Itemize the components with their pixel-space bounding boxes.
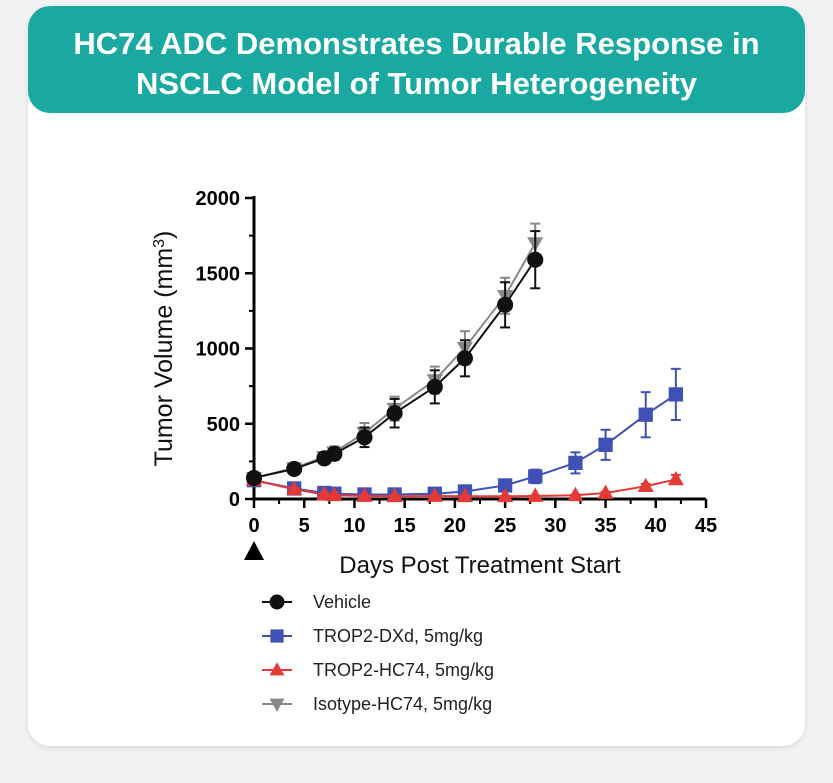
data-point bbox=[567, 486, 584, 502]
legend-item: TROP2-DXd, 5mg/kg bbox=[262, 626, 483, 646]
series-1 bbox=[246, 367, 684, 502]
data-point bbox=[426, 378, 443, 395]
x-tick-label: 25 bbox=[494, 515, 516, 537]
data-point bbox=[637, 477, 654, 493]
y-axis-label-main: Tumor Volume (mm bbox=[150, 248, 178, 467]
x-tick-label: 40 bbox=[645, 515, 667, 537]
title-line-2: NSCLC Model of Tumor Heterogeneity bbox=[136, 66, 697, 101]
series-3 bbox=[245, 222, 544, 487]
data-point bbox=[326, 445, 343, 462]
legend-label: Isotype-HC74, 5mg/kg bbox=[313, 694, 492, 714]
data-point bbox=[527, 251, 544, 268]
y-tick-label: 1000 bbox=[196, 339, 241, 361]
data-point bbox=[568, 455, 583, 471]
data-point bbox=[386, 487, 403, 503]
treatment-start-marker bbox=[244, 541, 264, 560]
legend-marker bbox=[269, 594, 285, 610]
legend-marker bbox=[270, 629, 284, 643]
data-point bbox=[527, 487, 544, 502]
y-axis-label-superscript: 3 bbox=[151, 239, 168, 248]
data-point bbox=[326, 486, 343, 502]
data-point bbox=[638, 407, 653, 422]
y-axis-label-tail: ) bbox=[150, 231, 178, 239]
data-point bbox=[667, 470, 684, 486]
legend-label: TROP2-HC74, 5mg/kg bbox=[313, 660, 494, 680]
legend-item: Isotype-HC74, 5mg/kg bbox=[262, 694, 492, 714]
data-point bbox=[356, 429, 373, 446]
x-axis-label: Days Post Treatment Start bbox=[339, 552, 621, 579]
x-tick-label: 5 bbox=[299, 515, 310, 537]
y-tick-label: 2000 bbox=[196, 188, 241, 210]
data-point bbox=[497, 296, 514, 313]
data-point bbox=[598, 437, 613, 452]
figure-title: HC74 ADC Demonstrates Durable Response i… bbox=[38, 24, 795, 104]
x-tick-label: 10 bbox=[343, 515, 365, 537]
x-tick-label: 30 bbox=[544, 515, 566, 537]
data-point bbox=[316, 486, 333, 501]
title-line-1: HC74 ADC Demonstrates Durable Response i… bbox=[73, 26, 760, 61]
chart-axes: 0 5 10 15 20 25 30 35 40 45 0 500 1000 1500 2000 Days P… bbox=[150, 188, 717, 579]
y-tick-label: 1500 bbox=[196, 263, 241, 285]
data-point bbox=[528, 469, 543, 484]
x-tick-label: 0 bbox=[248, 515, 259, 537]
data-point bbox=[286, 480, 303, 496]
data-point bbox=[286, 460, 303, 477]
series-line bbox=[253, 242, 537, 479]
legend-label: Vehicle bbox=[313, 592, 371, 612]
legend-marker bbox=[269, 698, 285, 712]
legend-item: TROP2-HC74, 5mg/kg bbox=[262, 660, 494, 680]
data-point bbox=[497, 487, 514, 503]
data-point bbox=[668, 387, 684, 402]
data-point bbox=[456, 350, 473, 367]
legend-item: Vehicle bbox=[262, 592, 371, 612]
data-point bbox=[386, 405, 403, 422]
y-tick-label: 500 bbox=[207, 414, 240, 436]
x-tick-label: 20 bbox=[444, 515, 466, 537]
y-axis-label: Tumor Volume (mm3) bbox=[150, 231, 178, 467]
y-tick-label: 0 bbox=[229, 489, 240, 511]
chart-series bbox=[245, 222, 684, 503]
x-tick-label: 45 bbox=[695, 515, 717, 537]
chart-legend: Vehicle TROP2-DXd, 5mg/kg TROP2-HC74, 5mg/… bbox=[262, 592, 494, 714]
x-tick-label: 35 bbox=[594, 515, 616, 537]
data-point bbox=[597, 484, 614, 499]
data-point bbox=[497, 478, 513, 493]
x-tick-label: 15 bbox=[394, 515, 416, 537]
legend-marker bbox=[269, 662, 285, 676]
data-point bbox=[245, 469, 263, 486]
series-2 bbox=[245, 470, 684, 503]
title-banner: HC74 ADC Demonstrates Durable Response i… bbox=[28, 6, 805, 113]
data-point bbox=[356, 487, 373, 502]
data-point bbox=[426, 487, 443, 502]
legend-label: TROP2-DXd, 5mg/kg bbox=[313, 626, 483, 646]
series-0 bbox=[245, 230, 544, 486]
series-line bbox=[253, 259, 537, 479]
data-point bbox=[456, 487, 473, 503]
